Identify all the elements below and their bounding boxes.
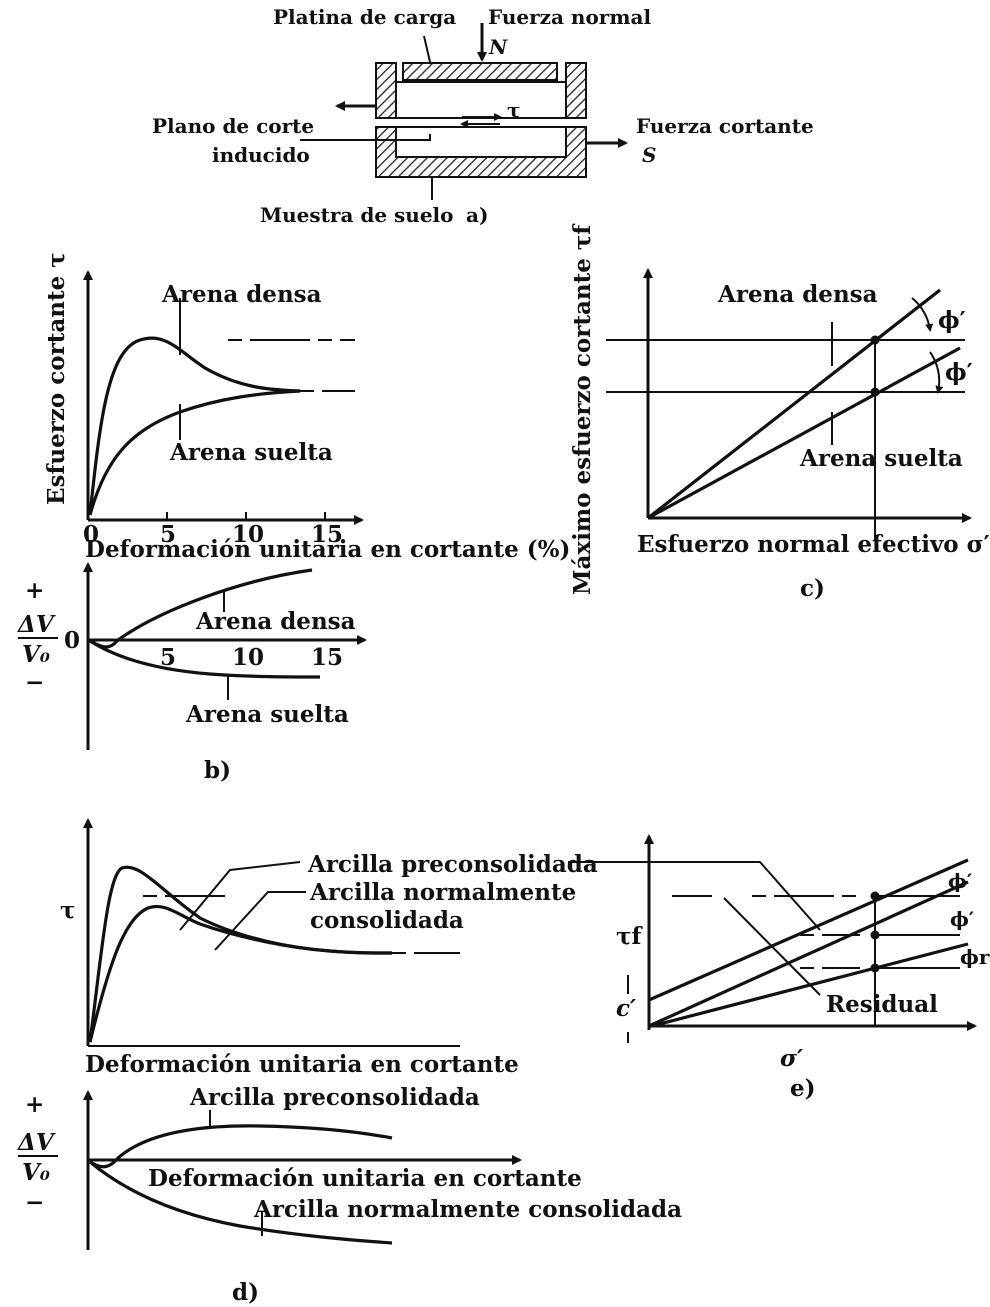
d-dv-minus: − (25, 1189, 44, 1216)
b-xtick-15: 15 (311, 521, 343, 548)
d-nc-label-1: Arcilla normalmente (309, 879, 576, 906)
loose-envelope (647, 346, 961, 520)
oc-envelope (648, 858, 969, 1002)
b-xtick-5: 5 (160, 521, 176, 548)
c-phi-loose: ϕ′ (945, 359, 973, 386)
dv-tick-5: 5 (160, 644, 176, 671)
d-dv-nc-label: Arcilla normalmente consolidada (253, 1196, 682, 1223)
e-c-prime: c′ (616, 995, 636, 1022)
dense-envelope (647, 288, 941, 520)
e-tau-f: τf (616, 923, 643, 950)
shear-force-symbol: S (642, 143, 656, 167)
shear-plane-label-2: inducido (212, 143, 310, 167)
tau-symbol: τ (507, 98, 520, 122)
dv-numerator: ΔV (17, 611, 56, 638)
e-oc-leader (568, 861, 821, 931)
nc-leader (214, 891, 306, 951)
d-dv-plus: + (25, 1091, 44, 1118)
dense-sand-curve (88, 336, 301, 516)
d-tau-label: τ (60, 897, 75, 924)
e-residual-point (870, 963, 880, 973)
dv-tick-10: 10 (232, 644, 264, 671)
shear-force-label: Fuerza cortante (636, 114, 814, 138)
d-dv-denominator: V₀ (22, 1159, 50, 1186)
loose-point (870, 387, 880, 397)
nc-volume-curve (88, 1160, 393, 1245)
oc-leader (179, 861, 301, 931)
d-dv-x-label: Deformación unitaria en cortante (148, 1165, 582, 1192)
shear-box-diagram: Platina de carga Fuerza normal N Plano d… (152, 5, 814, 227)
b-y-axis-label: Esfuerzo cortante τ (43, 252, 70, 505)
clay-stress-strain-chart: τ Arcilla preconsolidada Arcilla normalm… (17, 818, 682, 1306)
shear-plane-leader (300, 134, 431, 141)
e-nc-point (870, 930, 880, 940)
loading-plate-label: Platina de carga (273, 5, 456, 29)
soil-sample-label: Muestra de suelo (260, 203, 454, 227)
panel-b-label: b) (204, 757, 231, 784)
e-phi-1: ϕ′ (948, 869, 972, 893)
d-oc-label: Arcilla preconsolidada (307, 851, 598, 878)
dense-point (870, 335, 880, 345)
upper-box-left (375, 62, 397, 119)
b-xtick-10: 10 (232, 521, 264, 548)
panel-e-label: e) (790, 1075, 816, 1102)
dv-plus: + (25, 577, 44, 604)
clay-failure-envelope-chart: τf c′ σ′ Residual ϕ′ ϕ′ ϕr′ e) (568, 834, 990, 1102)
b-xtick-0: 0 (83, 521, 99, 548)
c-y-axis-label: Máximo esfuerzo cortante τf (569, 223, 596, 595)
d-x-axis-label: Deformación unitaria en cortante (85, 1051, 519, 1078)
loose-sand-label: Arena suelta (169, 439, 333, 466)
e-phi-r: ϕr′ (960, 945, 990, 969)
dv-dense-label: Arena densa (195, 608, 356, 635)
panel-a-label: a) (466, 203, 488, 227)
normal-force-symbol: N (488, 35, 508, 59)
d-nc-label-2: consolidada (310, 907, 464, 934)
shear-plane-label-1: Plano de corte (152, 114, 314, 138)
d-dv-oc-label: Arcilla preconsolidada (189, 1084, 480, 1111)
panel-d-label: d) (232, 1279, 259, 1306)
loading-plate (402, 62, 558, 81)
e-sigma-label: σ′ (780, 1045, 803, 1072)
e-residual-label: Residual (826, 991, 938, 1018)
oc-volume-curve (89, 1124, 393, 1169)
e-residual-leader (723, 897, 821, 996)
panel-c-label: c) (800, 575, 825, 602)
sand-failure-envelope-chart: Arena densa Arena suelta ϕ′ ϕ′ Esfuerzo … (569, 223, 990, 602)
c-dense-label: Arena densa (717, 281, 878, 308)
e-oc-point (870, 891, 880, 901)
b-x-axis-label: Deformación unitaria en cortante (%) (85, 536, 570, 563)
dv-tick-15: 15 (311, 644, 343, 671)
nc-envelope (648, 880, 969, 1028)
sand-stress-strain-chart: Arena densa Arena suelta 0 5 10 15 Defor… (17, 252, 570, 784)
c-phi-dense: ϕ′ (938, 307, 966, 334)
dv-minus: − (25, 669, 44, 696)
lower-box (375, 126, 587, 178)
loose-sand-volume-curve (89, 639, 321, 679)
plate-leader (423, 35, 431, 63)
upper-box-right (565, 62, 587, 119)
dv-denominator: V₀ (22, 641, 50, 668)
c-x-axis-label: Esfuerzo normal efectivo σ′ (637, 531, 990, 558)
dv-loose-label: Arena suelta (185, 701, 349, 728)
normal-force-label: Fuerza normal (488, 5, 651, 29)
dense-sand-label: Arena densa (161, 281, 322, 308)
d-dv-numerator: ΔV (17, 1129, 56, 1156)
e-phi-2: ϕ′ (950, 907, 974, 931)
dv-zero: 0 (64, 627, 80, 654)
c-loose-label: Arena suelta (799, 445, 963, 472)
normally-consolidated-curve (88, 904, 393, 1043)
